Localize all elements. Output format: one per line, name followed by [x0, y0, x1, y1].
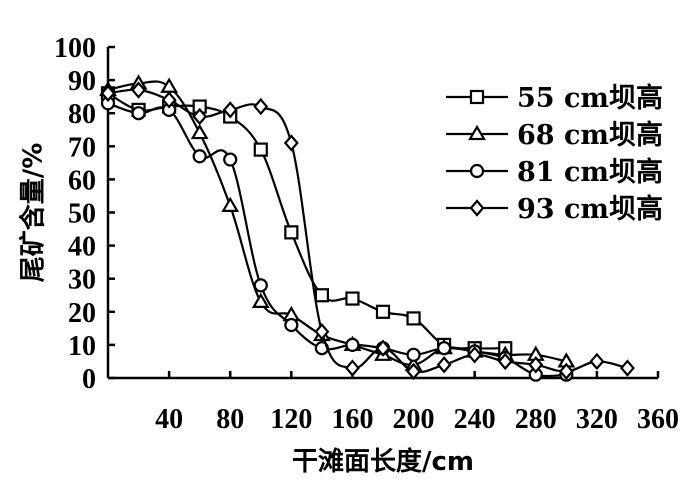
data-point-diamond — [100, 84, 116, 103]
data-point-diamond — [375, 339, 391, 357]
series-diamond — [100, 81, 635, 381]
y-tick-label: 20 — [68, 298, 96, 329]
data-point-circle — [437, 341, 452, 356]
data-point-diamond — [253, 97, 269, 116]
y-tick-label: 100 — [54, 33, 96, 64]
data-point-square — [345, 291, 360, 306]
data-point-diamond — [222, 101, 238, 119]
y-tick-label: 30 — [68, 265, 96, 296]
legend-item: 81 cm坝高 — [446, 156, 663, 188]
data-point-diamond — [558, 362, 574, 381]
y-tick-label: 50 — [68, 199, 96, 230]
data-point-diamond — [619, 359, 635, 377]
series-circle — [100, 96, 574, 382]
data-point-triangle — [160, 77, 179, 93]
legend-item: 93 cm坝高 — [446, 193, 663, 225]
x-tick-label: 240 — [454, 404, 496, 435]
y-tick-label: 60 — [68, 165, 96, 196]
data-point-square — [253, 142, 268, 157]
x-tick-label: 160 — [331, 404, 373, 435]
data-point-diamond — [469, 199, 485, 217]
data-point-diamond — [406, 362, 422, 381]
data-point-circle — [345, 337, 360, 352]
series-line-circle — [107, 102, 567, 378]
x-axis-ticks: 40 80 120 160 200 240 280 320 360 — [155, 371, 679, 435]
series-triangle — [99, 74, 576, 371]
legend-item: 68 cm坝高 — [446, 119, 663, 151]
data-point-triangle — [251, 292, 270, 308]
legend: 55 cm坝高 68 cm坝高 81 cm坝高 93 cm坝高 — [446, 82, 663, 225]
data-point-circle — [223, 152, 238, 167]
x-tick-label: 80 — [216, 404, 244, 435]
data-point-diamond — [344, 359, 360, 377]
x-tick-label: 360 — [637, 404, 679, 435]
legend-label: 68 cm坝高 — [517, 119, 663, 151]
data-point-square — [314, 288, 329, 303]
data-point-diamond — [528, 356, 544, 374]
data-point-circle — [192, 149, 207, 164]
data-point-triangle — [221, 196, 240, 212]
x-tick-label: 200 — [393, 404, 435, 435]
data-point-circle — [131, 106, 146, 121]
x-tick-label: 40 — [155, 404, 183, 435]
series-line-triangle — [107, 80, 567, 366]
data-point-square — [406, 311, 421, 326]
x-axis-title: 干滩面长度/cm — [292, 446, 474, 477]
data-point-diamond — [436, 356, 452, 374]
data-point-triangle — [190, 123, 209, 140]
y-tick-label: 10 — [68, 331, 96, 362]
y-tick-label: 40 — [68, 232, 96, 263]
data-point-diamond — [192, 107, 208, 126]
legend-label: 93 cm坝高 — [517, 193, 663, 225]
data-point-circle — [469, 163, 485, 179]
x-tick-label: 120 — [270, 404, 312, 435]
y-tick-label: 80 — [68, 99, 96, 130]
data-point-diamond — [283, 134, 299, 152]
data-point-diamond — [161, 91, 177, 109]
legend-item: 55 cm坝高 — [446, 82, 663, 114]
legend-label: 55 cm坝高 — [517, 82, 663, 114]
series-layer — [99, 74, 635, 382]
series-square — [100, 86, 513, 356]
y-tick-label: 70 — [68, 132, 96, 163]
data-point-square — [284, 225, 299, 240]
series-line-square — [107, 92, 506, 350]
y-tick-label: 0 — [82, 364, 96, 395]
data-point-circle — [284, 317, 299, 333]
y-axis-title: 尾矿含量/% — [18, 143, 49, 283]
data-point-circle — [253, 278, 268, 293]
y-tick-label: 90 — [68, 66, 96, 97]
data-point-circle — [406, 347, 421, 362]
x-tick-label: 280 — [515, 404, 557, 435]
data-point-diamond — [131, 81, 147, 99]
legend-label: 81 cm坝高 — [517, 156, 663, 188]
data-point-diamond — [314, 322, 330, 341]
data-point-triangle — [468, 124, 486, 141]
data-point-square — [469, 89, 485, 105]
x-tick-label: 320 — [576, 404, 618, 435]
data-point-diamond — [497, 352, 513, 371]
data-point-diamond — [589, 352, 605, 371]
data-point-square — [375, 304, 391, 319]
data-point-diamond — [467, 346, 483, 364]
